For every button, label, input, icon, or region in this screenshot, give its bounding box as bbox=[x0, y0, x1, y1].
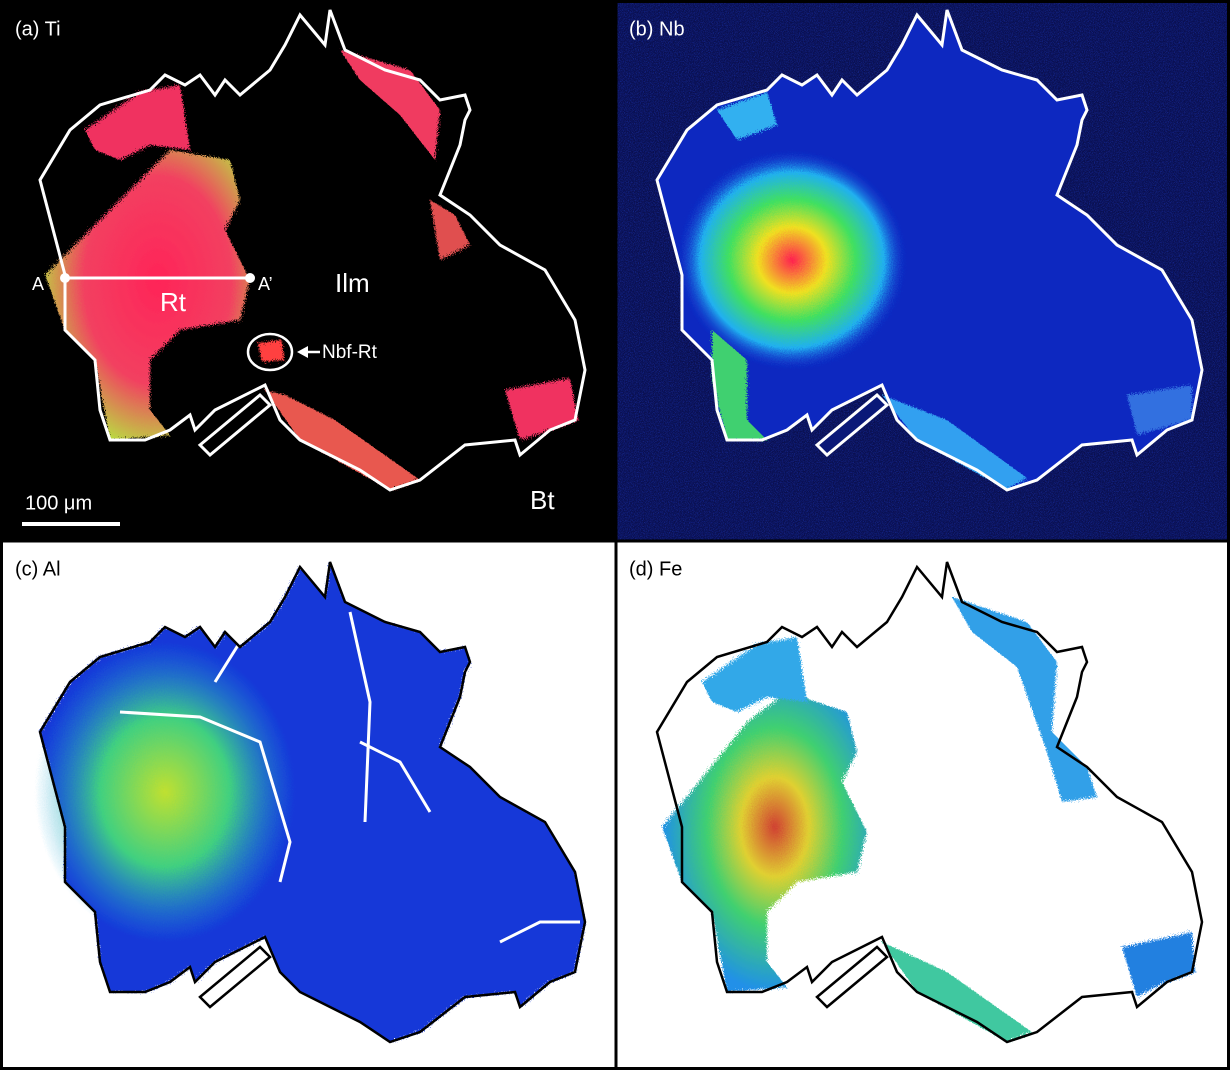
panel-c: (c) Al bbox=[0, 542, 615, 1070]
annotation: Ilm bbox=[335, 268, 370, 298]
panel-label: (a) Ti bbox=[15, 18, 61, 40]
panel-label: (b) Nb bbox=[629, 18, 685, 40]
rutile-region bbox=[258, 340, 284, 362]
panel-d: (d) Fe bbox=[617, 542, 1230, 1070]
al-region bbox=[35, 642, 295, 942]
profile-end bbox=[245, 273, 255, 283]
panel-label: (c) Al bbox=[15, 558, 61, 580]
annotation: A bbox=[32, 274, 44, 294]
annotation: Bt bbox=[530, 485, 555, 515]
annotation: Rt bbox=[160, 287, 187, 317]
panel-label: (d) Fe bbox=[629, 558, 682, 580]
scale-bar-label: 100 μm bbox=[25, 492, 92, 514]
nb-hotspot bbox=[677, 150, 907, 370]
panel-b: (b) Nb bbox=[617, 0, 1230, 540]
annotation: Nbf-Rt bbox=[322, 342, 378, 363]
annotation: A’ bbox=[258, 274, 273, 294]
panel-a: (a) Ti A A’ Rt Ilm Nbf-Rt Bt 100 μm bbox=[0, 0, 615, 540]
profile-end bbox=[60, 273, 70, 283]
figure: (a) Ti A A’ Rt Ilm Nbf-Rt Bt 100 μm (b) … bbox=[0, 0, 1230, 1070]
